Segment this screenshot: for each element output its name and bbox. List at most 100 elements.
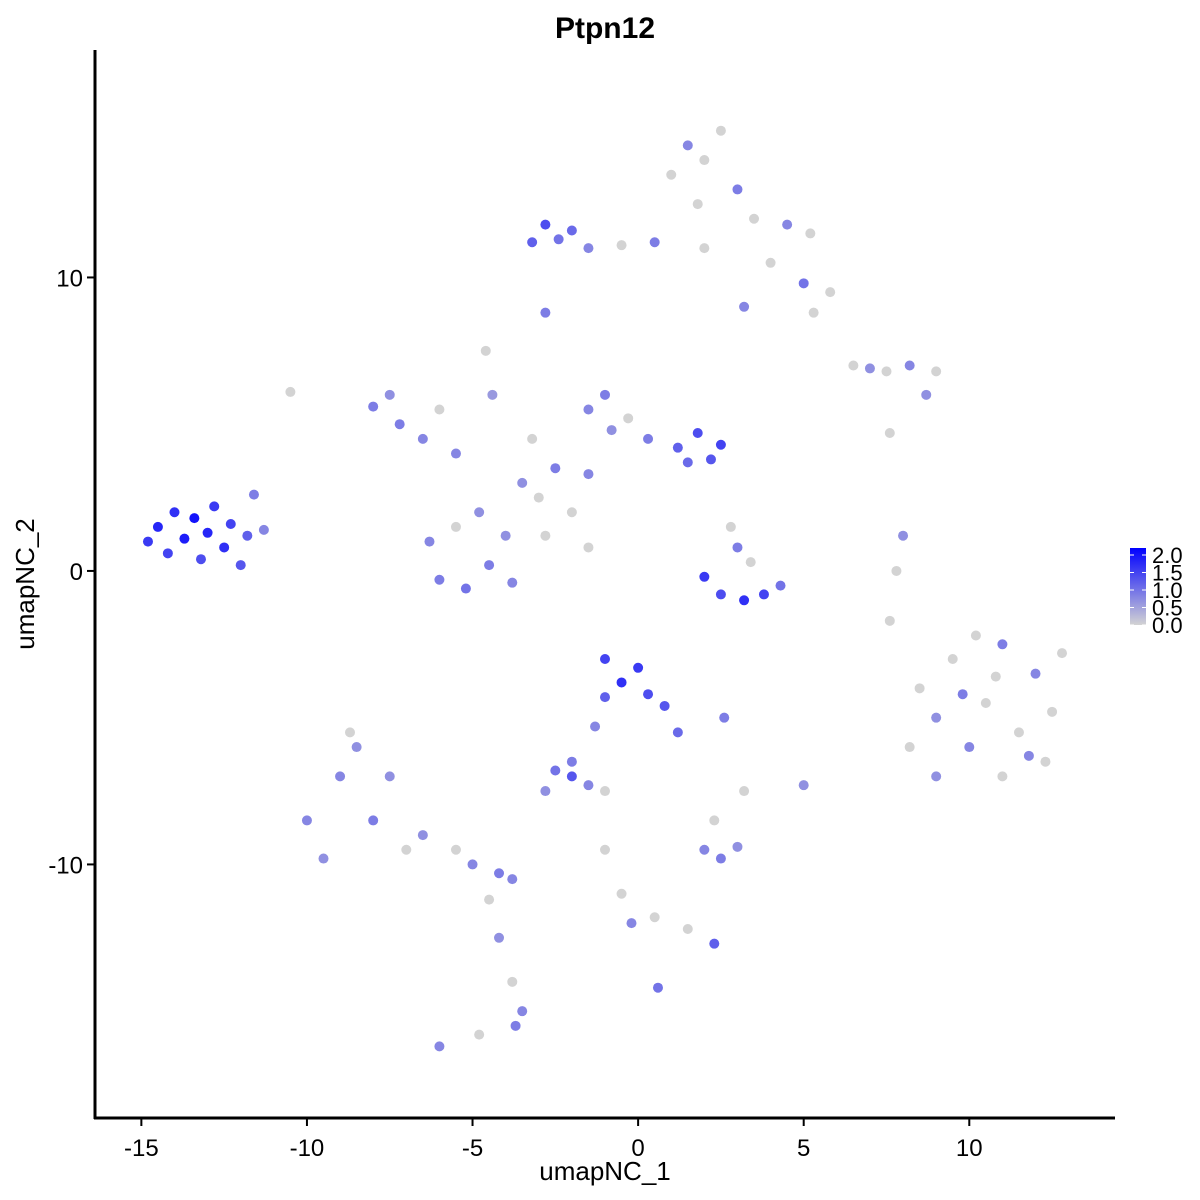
chart-title: Ptpn12 xyxy=(555,12,655,45)
point xyxy=(248,489,259,500)
point xyxy=(881,366,892,377)
point xyxy=(715,125,726,136)
legend-tick-label: 0.5 xyxy=(1152,596,1183,621)
point xyxy=(434,574,445,585)
point xyxy=(550,463,561,474)
point xyxy=(583,780,594,791)
legend-tick-label: 2.0 xyxy=(1152,543,1183,568)
point xyxy=(633,662,644,673)
point xyxy=(692,199,703,210)
points xyxy=(142,125,1068,1052)
point xyxy=(898,530,909,541)
point xyxy=(345,727,355,738)
point xyxy=(225,518,236,529)
point xyxy=(666,169,677,180)
point xyxy=(583,243,594,254)
point xyxy=(195,554,206,565)
point xyxy=(904,360,915,371)
point xyxy=(450,448,461,459)
point xyxy=(517,1006,528,1017)
point xyxy=(931,771,942,782)
point xyxy=(715,589,726,600)
point xyxy=(590,721,601,732)
point xyxy=(527,433,538,444)
point xyxy=(798,780,809,791)
point xyxy=(301,815,312,826)
point xyxy=(682,923,693,934)
point xyxy=(904,742,915,753)
point xyxy=(540,786,551,797)
legend-tick-label: 1.0 xyxy=(1152,578,1183,603)
point xyxy=(808,307,819,318)
point xyxy=(765,257,776,268)
point xyxy=(335,771,346,782)
x-tick-label: 5 xyxy=(797,1135,810,1162)
y-tick-label: 10 xyxy=(56,265,83,292)
point xyxy=(507,874,518,885)
point xyxy=(235,560,246,571)
point xyxy=(179,533,190,544)
point xyxy=(600,692,610,703)
x-tick-label: -5 xyxy=(462,1135,483,1162)
point xyxy=(460,583,471,594)
point xyxy=(616,677,627,688)
point xyxy=(709,815,720,826)
point xyxy=(142,536,153,547)
point xyxy=(606,425,617,436)
point xyxy=(209,501,220,512)
point xyxy=(643,433,654,444)
point xyxy=(649,912,660,923)
point xyxy=(351,742,362,753)
y-tick-label: -10 xyxy=(48,852,83,879)
point xyxy=(884,428,895,439)
point xyxy=(692,428,703,439)
point xyxy=(169,507,180,518)
point xyxy=(616,888,627,899)
point xyxy=(540,219,551,230)
point xyxy=(202,527,213,538)
point xyxy=(931,366,942,377)
point xyxy=(384,771,395,782)
point xyxy=(745,557,756,568)
point xyxy=(566,507,577,518)
point xyxy=(990,671,1001,682)
point xyxy=(709,938,720,949)
point xyxy=(507,976,518,987)
point xyxy=(864,363,875,374)
point xyxy=(652,982,663,993)
point xyxy=(583,542,594,553)
point xyxy=(914,683,925,694)
point xyxy=(798,278,809,289)
point xyxy=(739,301,750,312)
point xyxy=(659,700,670,711)
point xyxy=(891,565,902,576)
point xyxy=(583,469,594,480)
point xyxy=(318,853,329,864)
point xyxy=(623,413,634,424)
point xyxy=(424,536,435,547)
point xyxy=(540,530,551,541)
point xyxy=(964,742,975,753)
point xyxy=(566,771,577,782)
point xyxy=(775,580,786,591)
point xyxy=(1030,668,1041,679)
point xyxy=(500,530,511,541)
point xyxy=(494,932,505,943)
point xyxy=(401,844,412,855)
point xyxy=(1047,706,1058,717)
point xyxy=(219,542,230,553)
point xyxy=(467,859,478,870)
point xyxy=(805,228,816,239)
point xyxy=(487,389,498,400)
point xyxy=(1013,727,1024,738)
point xyxy=(417,433,428,444)
point xyxy=(600,786,610,797)
point xyxy=(782,219,793,230)
point xyxy=(931,712,942,723)
point xyxy=(434,404,445,415)
point xyxy=(510,1020,521,1031)
point xyxy=(699,243,710,254)
point xyxy=(258,524,269,535)
point xyxy=(566,756,577,767)
